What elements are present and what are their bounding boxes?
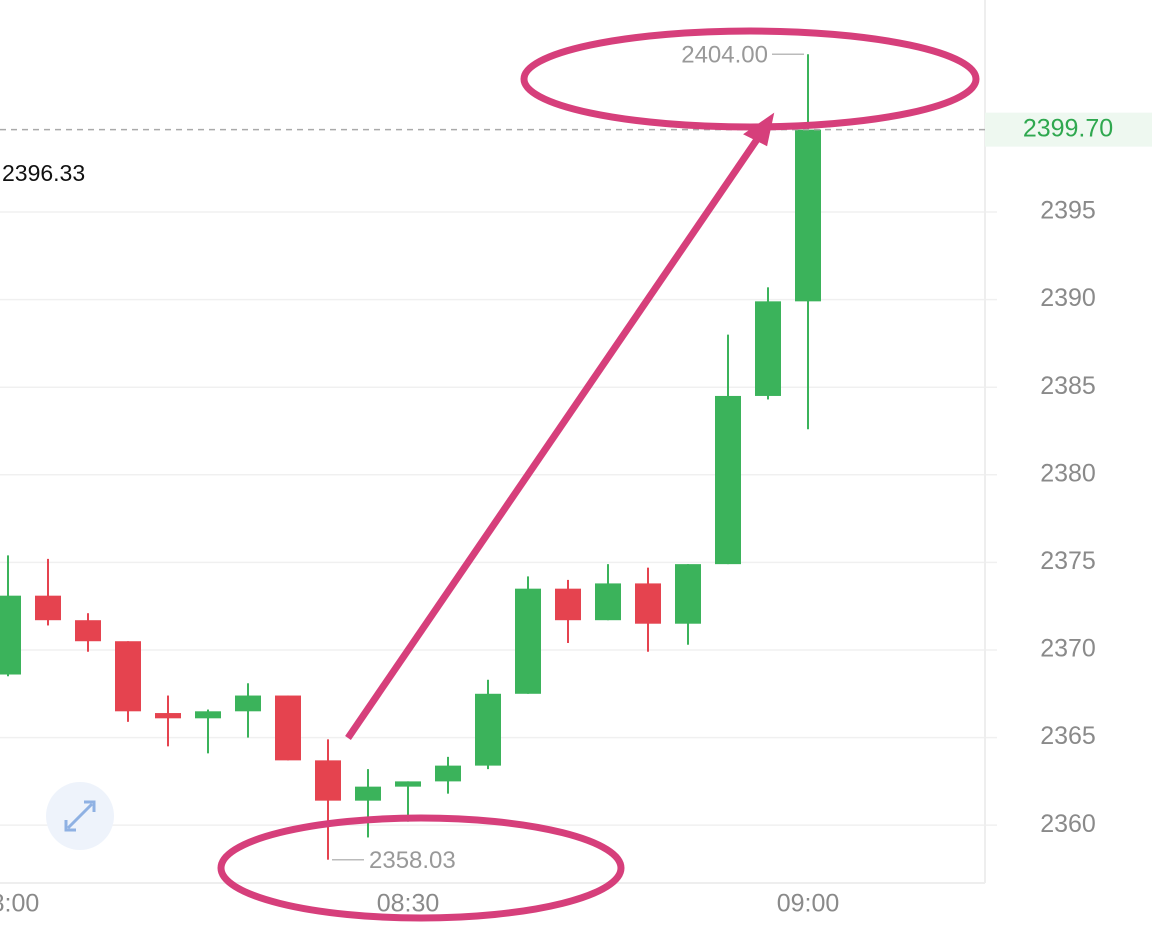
- x-tick-label: 08:00: [0, 890, 39, 918]
- candle-body: [0, 595, 21, 675]
- candle-body: [755, 301, 781, 396]
- candle-body: [275, 695, 301, 761]
- y-tick-label: 2380: [1040, 459, 1096, 487]
- y-tick-label: 2370: [1040, 635, 1096, 663]
- y-tick-label: 2390: [1040, 284, 1096, 312]
- y-tick-label: 2360: [1040, 810, 1096, 838]
- highlight-ellipse: [217, 814, 625, 922]
- expand-button[interactable]: [46, 782, 114, 850]
- candle-body: [795, 129, 821, 302]
- candle-body: [435, 765, 461, 782]
- x-tick-label: 09:00: [777, 890, 840, 918]
- arrow-head: [743, 112, 775, 147]
- candle-body: [35, 595, 61, 621]
- candle-body: [395, 781, 421, 787]
- candle-body: [235, 695, 261, 712]
- candle-body: [635, 583, 661, 624]
- y-tick-label: 2385: [1040, 372, 1096, 400]
- candle-body: [155, 713, 181, 719]
- highlight-ellipse: [520, 27, 980, 131]
- indicator-label: 2396.33: [2, 160, 85, 186]
- candle-body: [315, 760, 341, 801]
- candle-body: [715, 395, 741, 565]
- candle-body: [355, 786, 381, 801]
- candle-body: [115, 641, 141, 712]
- y-tick-label: 2395: [1040, 197, 1096, 225]
- last-price-label: 2399.70: [1023, 114, 1113, 142]
- y-tick-label: 2375: [1040, 547, 1096, 575]
- y-tick-label: 2365: [1040, 722, 1096, 750]
- max-label: 2404.00: [681, 42, 768, 69]
- candle-body: [675, 564, 701, 624]
- min-label: 2358.03: [369, 847, 456, 874]
- candle-body: [75, 620, 101, 642]
- x-tick-label: 08:30: [377, 890, 440, 918]
- candle-body: [555, 588, 581, 621]
- last-price-tag: [985, 112, 1152, 147]
- candle-body: [595, 583, 621, 621]
- candle-body: [195, 711, 221, 719]
- candle-body: [515, 588, 541, 694]
- arrow: [345, 136, 761, 740]
- candle-body: [475, 693, 501, 766]
